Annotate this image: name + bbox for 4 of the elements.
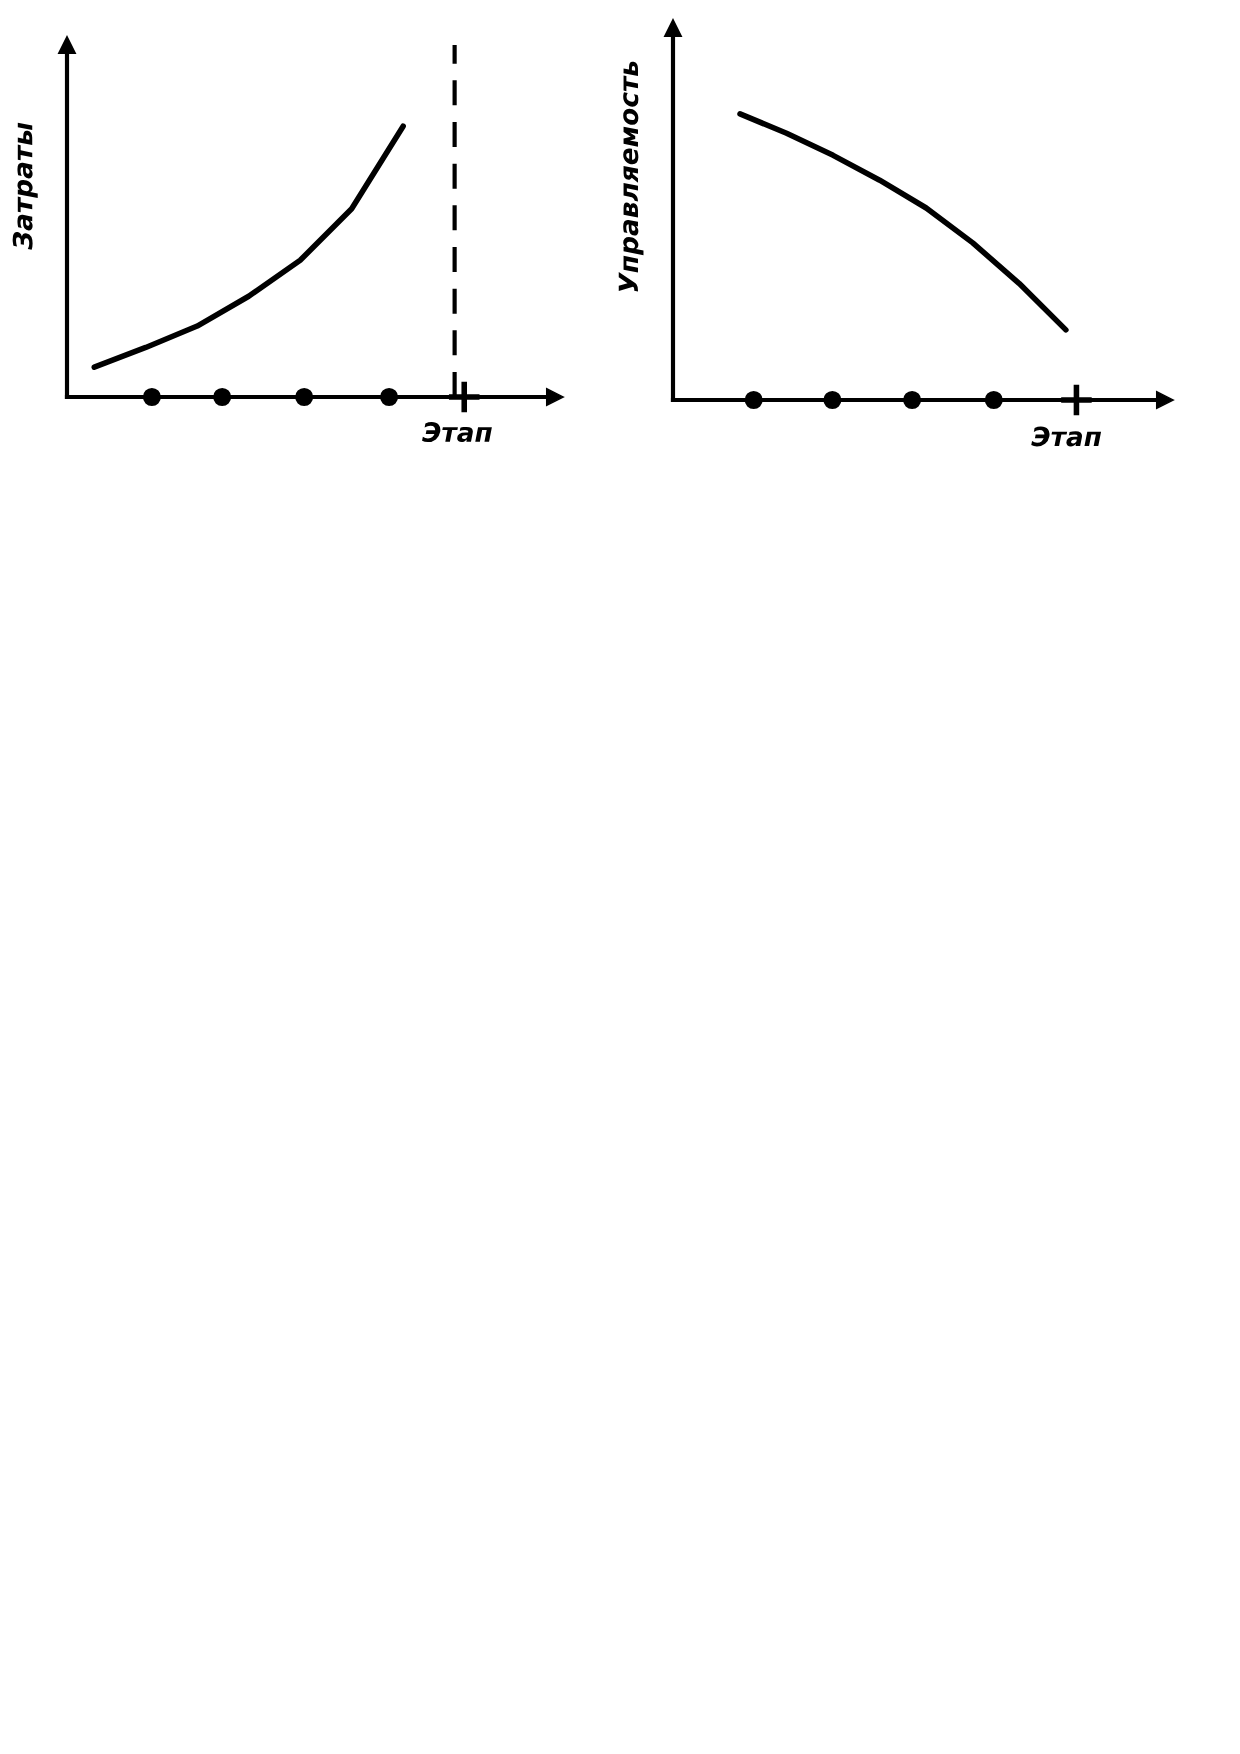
y-axis-title: Затраты: [12, 122, 38, 250]
x-axis-title: Этап: [422, 422, 492, 443]
y-axis-title: Управляемость: [618, 61, 644, 292]
x-axis-title: Этап: [1031, 426, 1102, 447]
